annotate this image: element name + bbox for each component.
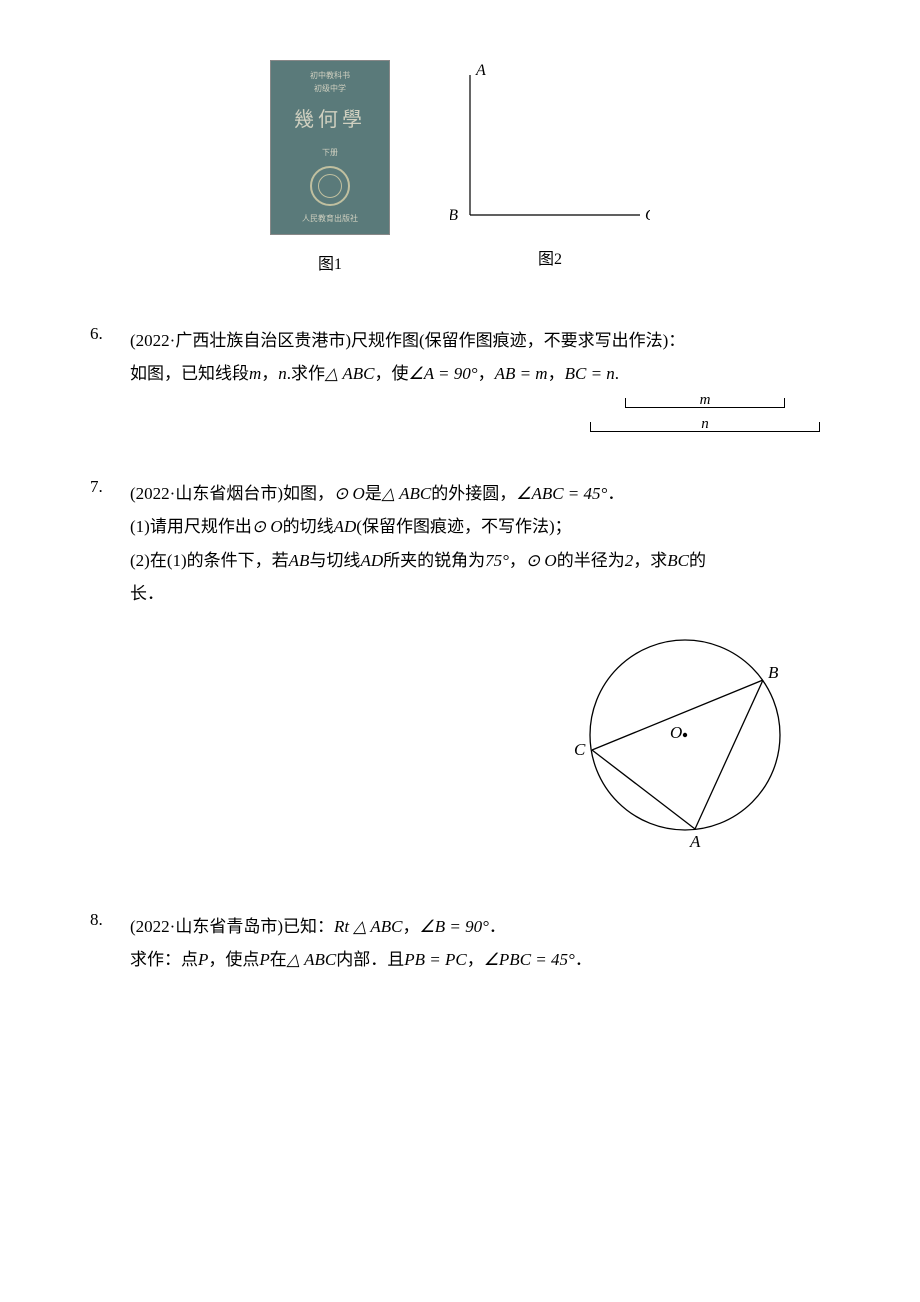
segment-block: m n — [590, 398, 820, 432]
angle-diagram: A B C — [450, 60, 650, 230]
figure-1-block: 初中教科书 初级中学 幾何學 下册 人民教育出版社 图1 — [270, 60, 390, 274]
book-top-line-1: 初中教科书 — [310, 71, 350, 81]
book-subtitle: 下册 — [322, 147, 338, 158]
svg-text:C: C — [645, 207, 650, 224]
problem-7-body: (2022·山东省烟台市)如图，⊙ O是△ ABC的外接圆，∠ABC = 45°… — [130, 477, 830, 865]
segment-n-label: n — [701, 416, 709, 432]
problem-8-number: 8. — [90, 910, 130, 930]
problem-8: 8. (2022·山东省青岛市)已知：Rt △ ABC，∠B = 90°． 求作… — [90, 910, 830, 976]
figure-2-block: A B C 图2 — [450, 60, 650, 274]
problem-8-line-1: (2022·山东省青岛市)已知：Rt △ ABC，∠B = 90°． — [130, 910, 830, 943]
problem-6-source: (2022·广西壮族自治区贵港市) — [130, 331, 351, 350]
book-title: 幾何學 — [294, 103, 366, 132]
svg-text:B: B — [450, 207, 458, 224]
circle-diagram-container: B C A O — [130, 615, 830, 865]
segment-n: n — [590, 422, 820, 432]
problem-6-line-2: 如图，已知线段m，n.求作△ ABC，使∠A = 90°，AB = m，BC =… — [130, 357, 830, 390]
top-figure-row: 初中教科书 初级中学 幾何學 下册 人民教育出版社 图1 A B C 图2 — [90, 60, 830, 274]
problem-6: 6. (2022·广西壮族自治区贵港市)尺规作图(保留作图痕迹，不要求写出作法)… — [90, 324, 830, 432]
segment-m: m — [625, 398, 785, 408]
svg-text:O: O — [670, 723, 682, 742]
problem-6-line1-rest: 尺规作图(保留作图痕迹，不要求写出作法)： — [351, 331, 685, 350]
problem-8-source: (2022·山东省青岛市) — [130, 917, 283, 936]
book-publisher: 人民教育出版社 — [302, 213, 358, 224]
problem-7-part-2: (2)在(1)的条件下，若AB与切线AD所夹的锐角为75°，⊙ O的半径为2，求… — [130, 544, 830, 577]
figure-2-label: 图2 — [538, 245, 562, 269]
svg-text:C: C — [574, 740, 586, 759]
circle-diagram: B C A O — [560, 615, 810, 865]
problem-8-line-2: 求作：点P，使点P在△ ABC内部．且PB = PC，∠PBC = 45°． — [130, 943, 830, 976]
problem-7-source: (2022·山东省烟台市) — [130, 484, 283, 503]
problem-7-number: 7. — [90, 477, 130, 497]
problem-6-line-1: (2022·广西壮族自治区贵港市)尺规作图(保留作图痕迹，不要求写出作法)： — [130, 324, 830, 357]
problem-6-body: (2022·广西壮族自治区贵港市)尺规作图(保留作图痕迹，不要求写出作法)： 如… — [130, 324, 830, 432]
book-top-line-2: 初级中学 — [314, 84, 346, 94]
problem-8-body: (2022·山东省青岛市)已知：Rt △ ABC，∠B = 90°． 求作：点P… — [130, 910, 830, 976]
segment-m-label: m — [700, 392, 711, 408]
svg-text:B: B — [768, 663, 779, 682]
problem-7-last-line: 长． — [130, 577, 830, 610]
svg-text:A: A — [689, 832, 701, 851]
problem-7: 7. (2022·山东省烟台市)如图，⊙ O是△ ABC的外接圆，∠ABC = … — [90, 477, 830, 865]
segment-container: m n — [130, 398, 830, 432]
book-cover: 初中教科书 初级中学 幾何學 下册 人民教育出版社 — [270, 60, 390, 235]
figure-1-label: 图1 — [318, 250, 342, 274]
problem-7-part-1: (1)请用尺规作出⊙ O的切线AD(保留作图痕迹，不写作法)； — [130, 510, 830, 543]
book-emblem-inner — [318, 174, 342, 198]
book-emblem — [310, 166, 350, 206]
problem-7-line-1: (2022·山东省烟台市)如图，⊙ O是△ ABC的外接圆，∠ABC = 45°… — [130, 477, 830, 510]
problem-6-number: 6. — [90, 324, 130, 344]
svg-text:A: A — [475, 62, 486, 79]
